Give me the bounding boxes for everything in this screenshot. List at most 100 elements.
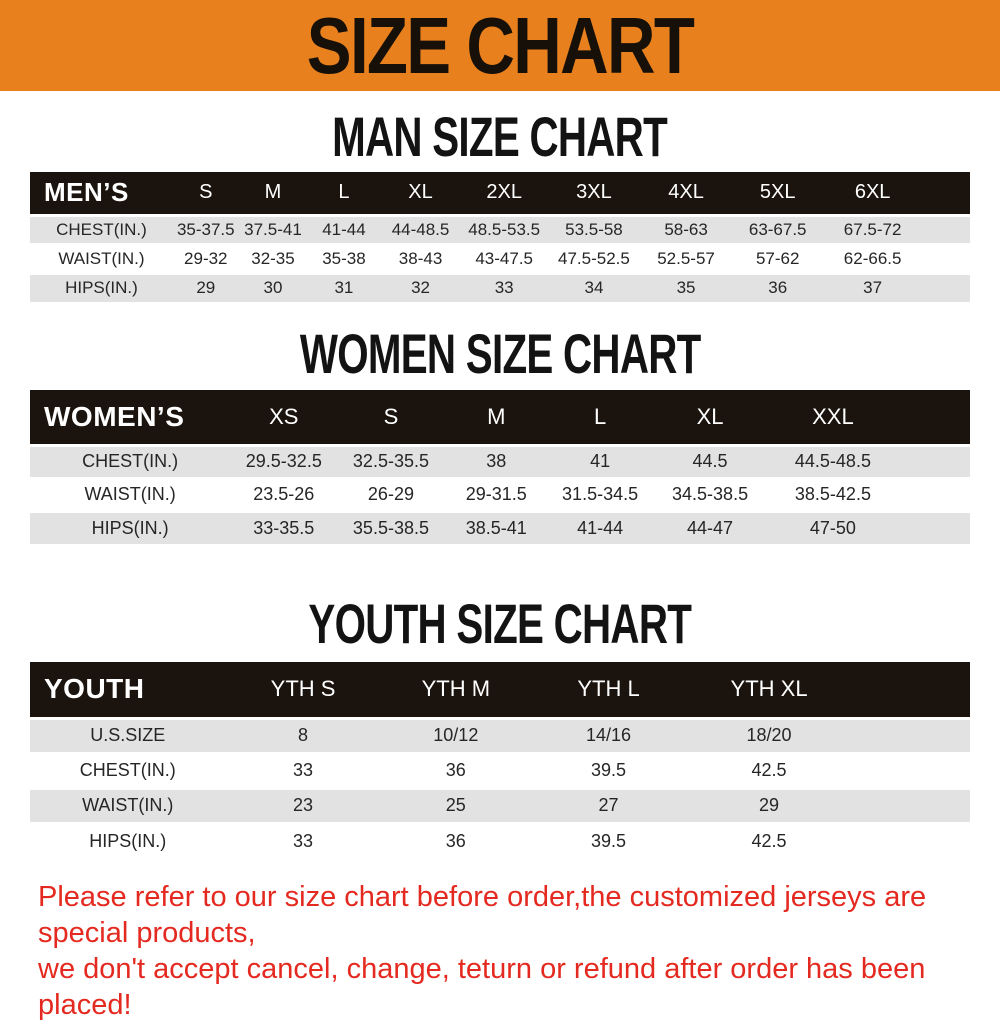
size-value-cell: 23.5-26 <box>253 484 315 504</box>
size-value-cell: 41-44 <box>322 219 366 239</box>
size-value-cell: 63-67.5 <box>748 219 807 239</box>
size-value-cell: 35-37.5 <box>176 219 235 239</box>
measurement-row-label: CHEST(IN.) <box>79 760 176 780</box>
measurement-row: HIPS(IN.) 33-35.5 35.5-38.5 38.5-41 41-44 44-… <box>30 511 970 544</box>
size-column-header: XL <box>380 172 461 215</box>
size-value-cell: 30 <box>263 278 283 298</box>
size-value-cell: 35.5-38.5 <box>352 517 429 538</box>
size-value-cell: 67.5-72 <box>843 219 902 239</box>
size-column-header: XL <box>652 390 768 445</box>
table-title-cell: WOMEN’S <box>30 390 231 445</box>
women-size-chart-section: WOMEN SIZE CHART WOMEN’S XS S M L XL XXL CHEST(… <box>0 326 1000 544</box>
size-value-cell: 44-47 <box>687 517 734 538</box>
size-value-cell: 52.5-57 <box>657 248 715 268</box>
women-size-table: WOMEN’S XS S M L XL XXL CHEST(IN.) 29.5-32.5 32.5… <box>30 390 970 544</box>
measurement-row: WAIST(IN.) 23.5-26 26-29 29-31.5 31.5-34.5 34… <box>30 478 970 511</box>
size-value-cell: 23 <box>293 795 314 815</box>
measurement-row-label: WAIST(IN.) <box>84 484 176 504</box>
measurement-row: WAIST(IN.) 29-32 32-35 35-38 38-43 43-47.5 47.… <box>30 244 970 273</box>
size-value-cell: 42.5 <box>751 760 787 780</box>
measurement-row: CHEST(IN.) 29.5-32.5 32.5-35.5 38 41 44.5 44.5… <box>30 445 970 478</box>
size-value-cell: 57-62 <box>755 248 800 268</box>
measurement-row: HIPS(IN.) 33 36 39.5 42.5 <box>30 823 970 858</box>
measurement-row-label: WAIST(IN.) <box>58 248 145 268</box>
order-notice: Please refer to our size chart before or… <box>38 880 968 1024</box>
size-value-cell: 33 <box>494 278 514 298</box>
youth-size-chart-heading-text: YOUTH SIZE CHART <box>308 592 692 655</box>
measurement-row-label: HIPS(IN.) <box>89 830 167 851</box>
size-value-cell: 34 <box>584 278 604 298</box>
youth-size-chart-section: YOUTH SIZE CHART YOUTH YTH S YTH M YTH L YTH… <box>0 596 1000 858</box>
size-value-cell: 29.5-32.5 <box>245 451 322 471</box>
size-column-header: M <box>238 172 308 215</box>
size-value-cell: 29-31.5 <box>465 484 527 504</box>
size-value-cell: 36 <box>768 278 788 298</box>
size-column-header: L <box>547 390 653 445</box>
size-column-header: YTH S <box>225 662 381 718</box>
size-value-cell: 33-35.5 <box>253 517 315 538</box>
banner: SIZE CHART <box>0 0 1000 91</box>
measurement-row: U.S.SIZE 8 10/12 14/16 18/20 <box>30 718 970 753</box>
page-title: SIZE CHART <box>306 0 695 90</box>
size-value-cell: 37.5-41 <box>244 219 302 239</box>
size-column-header: S <box>337 390 445 445</box>
measurement-row-label: WAIST(IN.) <box>82 795 174 815</box>
size-column-header: M <box>444 390 548 445</box>
measurement-row-label: HIPS(IN.) <box>91 517 169 538</box>
size-value-cell: 36 <box>445 760 466 780</box>
size-value-cell: 39.5 <box>591 830 627 851</box>
size-value-cell: 33 <box>293 760 314 780</box>
size-value-cell: 26-29 <box>367 484 414 504</box>
women-size-chart-heading-text: WOMEN SIZE CHART <box>299 322 701 385</box>
order-notice-line-2: we don't accept cancel, change, teturn o… <box>38 952 926 1021</box>
youth-size-chart-heading: YOUTH SIZE CHART <box>0 596 1000 652</box>
men-size-table: MEN’S S M L XL 2XL 3XL 4XL 5XL 6XL CHEST(IN.) 35-37… <box>30 172 970 302</box>
size-column-header: 4XL <box>640 172 733 215</box>
size-value-cell: 41 <box>590 451 611 471</box>
size-value-cell: 48.5-53.5 <box>468 219 541 239</box>
size-column-header: XXL <box>767 390 970 445</box>
size-value-cell: 44.5 <box>692 451 728 471</box>
table-title-cell: YOUTH <box>30 662 226 718</box>
size-value-cell: 42.5 <box>751 830 787 851</box>
size-value-cell: 36 <box>445 830 466 851</box>
size-value-cell: 38-43 <box>398 248 443 268</box>
size-value-cell: 25 <box>445 795 466 815</box>
measurement-row-label: HIPS(IN.) <box>65 278 138 298</box>
size-table-header-row: YOUTH YTH S YTH M YTH L YTH XL <box>30 662 970 718</box>
measurement-row-label: CHEST(IN.) <box>56 219 147 239</box>
size-value-cell: 31 <box>334 278 354 298</box>
size-value-cell: 53.5-58 <box>565 219 623 239</box>
size-value-cell: 33 <box>293 830 314 851</box>
size-value-cell: 43-47.5 <box>475 248 534 268</box>
size-value-cell: 37 <box>863 278 883 298</box>
size-value-cell: 29 <box>196 278 216 298</box>
size-column-header: YTH L <box>531 662 687 718</box>
size-value-cell: 38.5-42.5 <box>794 484 871 504</box>
size-value-cell: 32 <box>411 278 430 298</box>
man-size-chart-section: MAN SIZE CHART MEN’S S M L XL 2XL 3XL 4XL 5XL 6XL… <box>0 109 1000 302</box>
size-column-header: L <box>307 172 381 215</box>
size-value-cell: 39.5 <box>591 760 627 780</box>
size-value-cell: 32-35 <box>251 248 295 268</box>
man-size-chart-heading-text: MAN SIZE CHART <box>332 105 669 168</box>
size-value-cell: 47-50 <box>809 517 856 538</box>
measurement-row-label: CHEST(IN.) <box>82 451 179 471</box>
size-value-cell: 31.5-34.5 <box>562 484 639 504</box>
size-value-cell: 44-48.5 <box>391 219 450 239</box>
measurement-row: WAIST(IN.) 23 25 27 29 <box>30 788 970 823</box>
size-value-cell: 29-32 <box>184 248 228 268</box>
size-column-header: XS <box>230 390 338 445</box>
women-size-chart-heading: WOMEN SIZE CHART <box>0 326 1000 382</box>
size-column-header: 3XL <box>547 172 640 215</box>
order-notice-line-1: Please refer to our size chart before or… <box>38 881 927 949</box>
table-title-cell: MEN’S <box>30 172 173 215</box>
size-value-cell: 35 <box>676 278 696 298</box>
size-value-cell: 27 <box>598 795 619 815</box>
size-value-cell: 34.5-38.5 <box>672 484 749 504</box>
size-value-cell: 8 <box>298 725 309 745</box>
size-value-cell: 29 <box>759 795 780 815</box>
size-value-cell: 47.5-52.5 <box>558 248 630 268</box>
size-value-cell: 10/12 <box>433 725 479 745</box>
youth-size-table: YOUTH YTH S YTH M YTH L YTH XL U.S.SIZE 8 10/12… <box>30 662 970 858</box>
